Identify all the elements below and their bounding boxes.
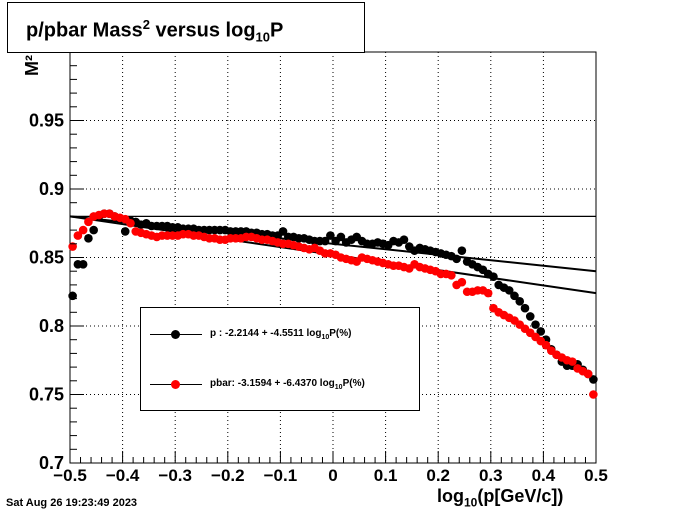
data-point-pbar: [68, 242, 77, 251]
legend-text: P(%): [342, 378, 365, 389]
x-tick-label: 0: [328, 466, 337, 485]
legend-entry-pbar: pbar: -3.1594 + -6.4370 log10P(%): [141, 375, 419, 395]
data-point-pbar: [589, 390, 598, 399]
data-point-p: [452, 254, 461, 264]
data-point-pbar: [541, 340, 551, 350]
x-tick-label: −0.4: [106, 466, 140, 485]
data-point-p: [536, 327, 546, 336]
x-tick-label: −0.3: [158, 466, 192, 485]
data-point-p: [84, 234, 93, 243]
data-point-p: [120, 227, 130, 236]
x-tick-label: 0.2: [426, 466, 450, 485]
data-point-p: [504, 286, 514, 295]
legend: p : -2.2144 + -4.5511 log10P(%) pbar: -3…: [140, 307, 420, 411]
title-part: versus log: [149, 19, 256, 42]
x-tick-label: −0.5: [53, 466, 87, 485]
y-tick-label: 0.95: [29, 111, 64, 131]
data-point-pbar: [447, 271, 456, 280]
y-tick-label: 0.75: [29, 385, 64, 405]
data-point-p: [531, 320, 540, 329]
xlabel-subscript: 10: [464, 495, 478, 510]
x-axis-label: log10(p[GeV/c]): [437, 486, 563, 510]
x-tick-label: 0.3: [479, 466, 503, 485]
data-point-p: [278, 227, 288, 236]
y-tick-label: 0.85: [29, 248, 64, 268]
data-point-p: [525, 312, 535, 321]
legend-text: P(%): [329, 328, 352, 339]
data-point-p: [515, 297, 525, 306]
xlabel-part: log: [437, 486, 464, 506]
data-point-p: [510, 291, 519, 301]
data-point-pbar: [457, 277, 467, 287]
xlabel-part: (p[GeV/c]): [477, 486, 564, 506]
chart-title: p/pbar Mass2 versus log10P: [26, 17, 283, 45]
data-point-pbar: [483, 288, 493, 298]
data-point-pbar: [84, 217, 93, 227]
title-part: p/pbar Mass: [26, 19, 143, 42]
legend-subscript: 10: [321, 334, 330, 341]
data-point-p: [320, 236, 330, 246]
y-tick-label: 0.7: [39, 453, 64, 473]
data-point-p: [457, 246, 467, 255]
y-tick-label: 0.9: [39, 179, 64, 199]
legend-text: p : -2.2144 + -4.5511 log: [210, 328, 322, 339]
x-tick-label: 0.1: [374, 466, 398, 485]
x-tick-label: −0.2: [211, 466, 245, 485]
data-point-p: [520, 303, 530, 313]
data-point-p: [336, 232, 346, 242]
data-point-p: [489, 272, 498, 281]
legend-label-pbar: pbar: -3.1594 + -6.4370 log10P(%): [210, 378, 365, 391]
data-point-p: [89, 225, 98, 235]
title-part: P: [270, 19, 284, 42]
data-point-p: [589, 375, 598, 384]
data-point-pbar: [78, 225, 88, 235]
data-point-p: [399, 235, 409, 244]
data-point-pbar: [583, 369, 593, 379]
data-point-p: [326, 231, 335, 240]
chart-title-box: p/pbar Mass2 versus log10P: [7, 2, 365, 53]
data-point-p: [78, 260, 88, 269]
data-point-pbar: [568, 357, 577, 366]
title-superscript: 2: [142, 17, 150, 32]
y-tick-label: 0.8: [39, 316, 64, 336]
data-points-layer: [68, 209, 598, 399]
data-point-p: [68, 291, 77, 301]
legend-subscript: 10: [334, 384, 343, 391]
legend-label-p: p : -2.2144 + -4.5511 log10P(%): [210, 328, 351, 341]
x-tick-label: 0.4: [532, 466, 556, 485]
legend-marker-pbar: [171, 380, 180, 389]
x-tick-label: −0.1: [264, 466, 298, 485]
legend-marker-p: [171, 330, 180, 339]
data-point-pbar: [73, 231, 83, 240]
axis-layer: −0.5 −0.4 −0.3 −0.2 −0.1 0 0.1 0.2 0.3 0.4 0.5 0.7 0…: [29, 51, 608, 485]
title-subscript: 10: [255, 29, 271, 45]
data-point-pbar: [126, 218, 135, 228]
x-tick-label: 0.5: [584, 466, 608, 485]
timestamp: Sat Aug 26 19:23:49 2023: [6, 497, 138, 509]
legend-entry-p: p : -2.2144 + -4.5511 log10P(%): [141, 325, 419, 345]
legend-text: pbar: -3.1594 + -6.4370 log: [210, 378, 335, 389]
